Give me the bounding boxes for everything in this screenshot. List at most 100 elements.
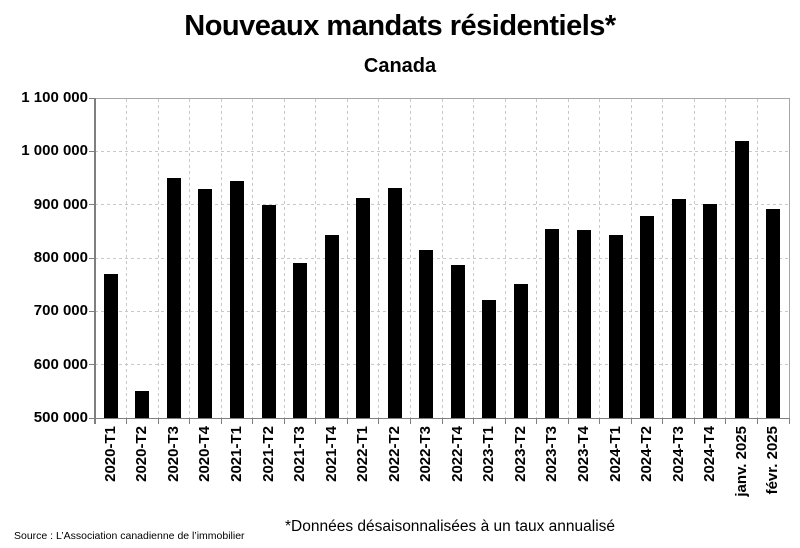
bar <box>261 204 276 418</box>
x-axis-label: janv. 2025 <box>732 426 750 497</box>
x-axis-label: 2020-T3 <box>164 426 182 482</box>
x-gridline <box>409 99 411 418</box>
bar <box>198 188 213 418</box>
x-axis-label: 2021-T3 <box>291 426 309 482</box>
x-axis-tick <box>126 418 128 424</box>
x-axis-label: 2022-T3 <box>417 426 435 482</box>
y-axis-tick <box>89 150 95 152</box>
bar <box>324 235 339 418</box>
x-axis-tick <box>504 418 506 424</box>
bar <box>482 299 497 418</box>
chart-title: Nouveaux mandats résidentiels* <box>184 10 616 42</box>
x-axis-tick <box>662 418 664 424</box>
x-gridline <box>252 99 254 418</box>
bar <box>103 274 118 418</box>
y-axis-tick <box>89 364 95 366</box>
y-axis-label: 1 000 000 <box>21 142 88 160</box>
x-axis-tick <box>409 418 411 424</box>
x-axis-tick <box>788 418 790 424</box>
x-gridline <box>756 99 758 418</box>
bar <box>545 228 560 418</box>
x-axis-tick <box>157 418 159 424</box>
bar <box>671 198 686 418</box>
x-axis-tick <box>252 418 254 424</box>
bar <box>419 250 434 418</box>
x-axis-tick <box>283 418 285 424</box>
bar <box>513 284 528 418</box>
x-axis-label: 2021-T2 <box>259 426 277 482</box>
x-gridline <box>599 99 601 418</box>
x-gridline <box>630 99 632 418</box>
x-axis-label: févr. 2025 <box>764 426 782 495</box>
x-axis-label: 2024-T2 <box>638 426 656 482</box>
x-gridline <box>157 99 159 418</box>
x-axis-label: 2021-T1 <box>227 426 245 482</box>
bar <box>640 216 655 418</box>
y-axis-tick <box>89 417 95 419</box>
x-gridline <box>441 99 443 418</box>
source-note: Source : L’Association canadienne de l’i… <box>14 530 245 542</box>
y-axis-label: 700 000 <box>33 302 88 320</box>
x-gridline <box>126 99 128 418</box>
annotation-note: *Données désaisonnalisées à un taux annu… <box>285 518 616 535</box>
x-axis-label: 2023-T3 <box>543 426 561 482</box>
x-axis-tick <box>315 418 317 424</box>
x-axis-tick <box>693 418 695 424</box>
chart-subtitle: Canada <box>363 55 437 77</box>
x-axis-tick <box>441 418 443 424</box>
bar <box>608 235 623 418</box>
y-axis-tick <box>89 257 95 259</box>
x-axis-tick <box>220 418 222 424</box>
x-gridline <box>346 99 348 418</box>
x-axis-tick <box>567 418 569 424</box>
y-axis-label: 800 000 <box>33 249 88 266</box>
x-gridline <box>283 99 285 418</box>
plot-border-top <box>95 97 789 99</box>
x-axis-tick <box>725 418 727 424</box>
x-axis-tick <box>189 418 191 424</box>
y-axis-label: 500 000 <box>33 409 88 426</box>
x-gridline <box>662 99 664 418</box>
x-gridline <box>378 99 380 418</box>
bar <box>166 178 181 418</box>
x-gridline <box>567 99 569 418</box>
x-axis-label: 2020-T2 <box>133 426 151 482</box>
x-axis-label: 2022-T4 <box>448 426 466 482</box>
x-axis-label: 2022-T1 <box>354 426 372 482</box>
x-gridline <box>189 99 191 418</box>
bar <box>734 140 749 418</box>
bar <box>356 197 371 418</box>
x-axis-tick <box>378 418 380 424</box>
y-axis-tick <box>89 204 95 206</box>
x-axis-label: 2020-T4 <box>196 426 214 482</box>
y-axis-label: 900 000 <box>33 195 88 213</box>
x-axis-tick <box>756 418 758 424</box>
x-axis-tick <box>346 418 348 424</box>
y-axis-tick <box>89 310 95 312</box>
bar <box>450 265 465 418</box>
bar <box>703 204 718 418</box>
x-axis-label: 2024-T1 <box>606 426 624 482</box>
y-axis-label: 1 100 000 <box>21 89 88 106</box>
y-axis-tick <box>89 97 95 99</box>
x-axis-label: 2020-T1 <box>101 426 119 482</box>
x-axis-label: 2022-T2 <box>385 426 403 482</box>
y-axis-line <box>94 98 96 424</box>
bar <box>135 391 150 418</box>
x-axis-label: 2023-T4 <box>574 426 592 482</box>
x-gridline <box>315 99 317 418</box>
bar <box>766 209 781 418</box>
x-gridline <box>536 99 538 418</box>
x-axis-label: 2024-T4 <box>701 426 719 482</box>
x-axis-label: 2023-T1 <box>480 426 498 482</box>
x-axis-label: 2023-T2 <box>511 426 529 482</box>
bar <box>293 262 308 418</box>
bar <box>387 187 402 418</box>
x-gridline <box>725 99 727 418</box>
x-gridline <box>473 99 475 418</box>
y-axis-label: 600 000 <box>33 355 88 373</box>
x-axis-label: 2021-T4 <box>322 426 340 482</box>
x-axis-tick <box>599 418 601 424</box>
